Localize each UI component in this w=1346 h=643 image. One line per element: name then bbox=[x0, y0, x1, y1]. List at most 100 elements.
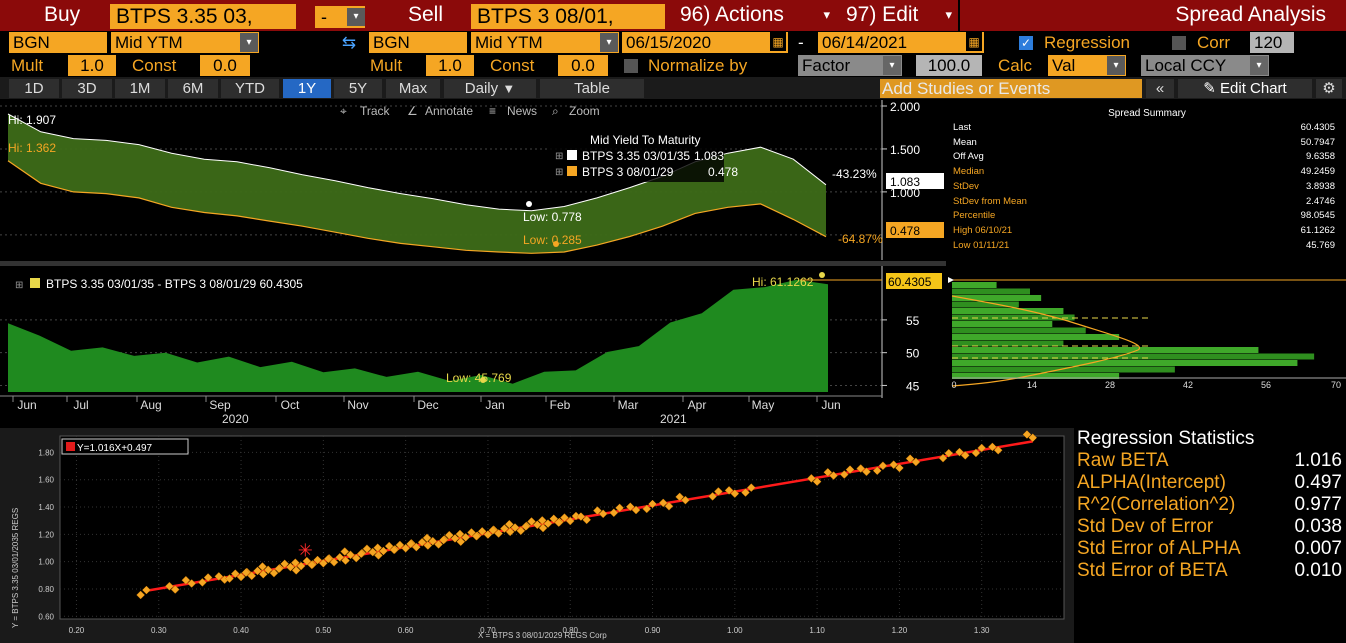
histogram-bar bbox=[952, 360, 1298, 366]
track-icon[interactable]: ⌖ bbox=[340, 104, 347, 118]
scatter-point bbox=[681, 495, 690, 505]
scatter-point bbox=[422, 533, 432, 543]
series-line-btps-2029 bbox=[7, 160, 827, 254]
legend-expand-icon[interactable]: ⊞ bbox=[15, 280, 23, 291]
calendar-icon[interactable]: ▦ bbox=[966, 32, 982, 51]
regression-label: Std Error of ALPHA bbox=[1077, 538, 1241, 559]
regression-checkbox[interactable]: ✓ bbox=[1019, 36, 1033, 50]
buy-security-field[interactable]: BTPS 3.35 03, bbox=[110, 4, 296, 29]
pane-splitter[interactable] bbox=[0, 261, 946, 266]
range-button-1d[interactable]: 1D bbox=[9, 79, 59, 98]
annotate-icon[interactable]: ∠ bbox=[407, 104, 418, 118]
yield-legend-box bbox=[549, 130, 724, 182]
regression-label: Std Dev of Error bbox=[1077, 516, 1214, 537]
month-label: Feb bbox=[550, 398, 571, 412]
start-date-value: 06/15/2020 bbox=[626, 33, 712, 52]
scatter-point bbox=[428, 536, 438, 546]
summary-title: Spread Summary bbox=[1108, 108, 1186, 119]
scatter-point bbox=[823, 467, 833, 477]
track-button[interactable]: Track bbox=[360, 104, 391, 118]
histogram-x-tick: 14 bbox=[1027, 380, 1037, 390]
summary-label: Percentile bbox=[953, 210, 996, 222]
operator-dropdown[interactable]: - ▾ bbox=[315, 6, 365, 28]
currency-dropdown[interactable]: Local CCY ▾ bbox=[1141, 55, 1269, 76]
swap-icon[interactable]: ⇆ bbox=[341, 33, 357, 52]
gear-icon[interactable]: ⚙ bbox=[1316, 79, 1342, 98]
frequency-dropdown[interactable]: Daily ▼ bbox=[444, 79, 536, 98]
table-button[interactable]: Table bbox=[540, 79, 644, 98]
field2-dropdown[interactable]: Mid YTM ▾ bbox=[471, 32, 619, 53]
collapse-icon[interactable]: « bbox=[1146, 79, 1174, 98]
regression-value: 1.016 bbox=[1294, 450, 1342, 471]
actions-label: 96) Actions bbox=[680, 3, 784, 26]
range-button-3d[interactable]: 3D bbox=[62, 79, 112, 98]
corr-window-field[interactable]: 120 bbox=[1250, 32, 1294, 53]
histogram-bar bbox=[952, 353, 1315, 360]
spread-area bbox=[8, 279, 828, 392]
edit-chart-label: Edit Chart bbox=[1220, 80, 1287, 97]
corr-checkbox[interactable] bbox=[1172, 36, 1186, 50]
calendar-icon[interactable]: ▦ bbox=[770, 32, 786, 51]
factor-value-field[interactable]: 100.0 bbox=[916, 55, 982, 76]
news-icon[interactable]: ≡ bbox=[489, 104, 496, 118]
summary-row: Mean 50.7947 bbox=[953, 137, 1343, 151]
scatter-point bbox=[977, 443, 987, 453]
start-date-field[interactable]: 06/15/2020 ▦ bbox=[622, 32, 788, 53]
normalize-checkbox[interactable] bbox=[624, 59, 638, 73]
month-label: Jun bbox=[17, 398, 36, 412]
regression-scatter: 0.20 0.30 0.40 0.50 0.60 0.70 0.80 0.90 1.00 1.10… bbox=[0, 428, 1074, 643]
scatter-point bbox=[675, 492, 685, 502]
legend-swatch-orange bbox=[567, 166, 577, 176]
const2-field[interactable]: 0.0 bbox=[558, 55, 608, 76]
range-button-5y[interactable]: 5Y bbox=[334, 79, 382, 98]
scatter-point bbox=[938, 453, 948, 463]
regression-equation: Y=1.016X+0.497 bbox=[77, 443, 153, 454]
field1-dropdown[interactable]: Mid YTM ▾ bbox=[111, 32, 259, 53]
y-tick-label: 1.40 bbox=[38, 503, 54, 512]
scatter-point bbox=[658, 498, 668, 508]
scatter-point bbox=[258, 562, 267, 571]
y-tick-label: 1.80 bbox=[38, 448, 54, 457]
mult2-field[interactable]: 1.0 bbox=[426, 55, 474, 76]
scatter-point bbox=[521, 522, 531, 531]
scatter-point bbox=[960, 451, 970, 460]
range-button-1m[interactable]: 1M bbox=[115, 79, 165, 98]
actions-menu-button[interactable]: 96) Actions ▾ bbox=[672, 3, 832, 29]
regression-statistics-panel: Regression Statistics Raw BETA 1.016 ALPHA… bbox=[1074, 428, 1346, 643]
legend-expand-icon[interactable]: ⊞ bbox=[555, 151, 563, 162]
add-studies-input[interactable]: Add Studies or Events bbox=[880, 79, 1142, 98]
hi-label-orange: Hi: 1.362 bbox=[8, 141, 56, 155]
const1-field[interactable]: 0.0 bbox=[200, 55, 250, 76]
last-value-1: 1.083 bbox=[890, 175, 920, 189]
search-icon[interactable]: ⌕ bbox=[552, 104, 559, 118]
edit-menu-button[interactable]: 97) Edit ▾ bbox=[838, 3, 956, 29]
end-date-field[interactable]: 06/14/2021 ▦ bbox=[818, 32, 984, 53]
regression-row: R^2(Correlation^2) 0.977 bbox=[1077, 494, 1344, 516]
scaling-row: Mult 1.0 Const 0.0 Mult 1.0 Const 0.0 No… bbox=[0, 55, 1346, 77]
factor-dropdown[interactable]: Factor ▾ bbox=[798, 55, 902, 76]
y-tick-label: 1.500 bbox=[890, 143, 920, 157]
edit-chart-button[interactable]: ✎ Edit Chart bbox=[1178, 79, 1312, 98]
scatter-point bbox=[565, 516, 575, 526]
sell-security-field[interactable]: BTPS 3 08/01, bbox=[471, 4, 665, 29]
scatter-point bbox=[423, 541, 433, 550]
mult1-field[interactable]: 1.0 bbox=[68, 55, 116, 76]
source2-field[interactable]: BGN bbox=[369, 32, 467, 53]
zoom-button[interactable]: Zoom bbox=[569, 104, 600, 118]
source1-field[interactable]: BGN bbox=[9, 32, 107, 53]
annotate-button[interactable]: Annotate bbox=[425, 104, 473, 118]
legend-swatch-white bbox=[567, 150, 577, 160]
hi-marker bbox=[819, 272, 825, 278]
range-button-6m[interactable]: 6M bbox=[168, 79, 218, 98]
scatter-point bbox=[532, 520, 542, 530]
calc-dropdown[interactable]: Val ▾ bbox=[1048, 55, 1126, 76]
range-button-ytd[interactable]: YTD bbox=[221, 79, 279, 98]
scatter-point bbox=[829, 471, 838, 480]
news-button[interactable]: News bbox=[507, 104, 537, 118]
regression-row: Std Error of BETA 0.010 bbox=[1077, 560, 1344, 582]
summary-row: Median 49.2459 bbox=[953, 166, 1343, 180]
legend-expand-icon[interactable]: ⊞ bbox=[555, 167, 563, 178]
range-button-max[interactable]: Max bbox=[386, 79, 440, 98]
scatter-point bbox=[406, 539, 415, 549]
range-button-1y[interactable]: 1Y bbox=[283, 79, 331, 98]
